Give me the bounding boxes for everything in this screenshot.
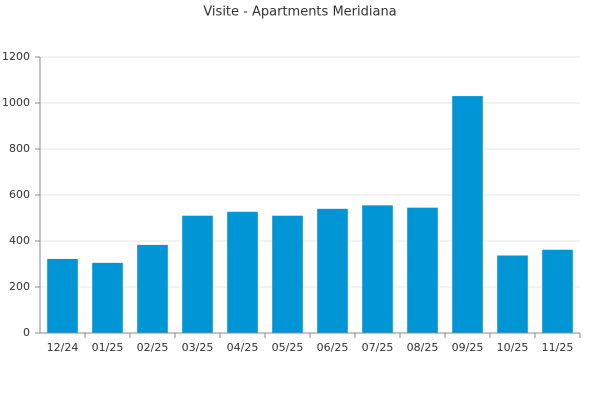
y-tick-label: 1200 [2,50,30,63]
x-tick-label: 10/25 [497,341,529,354]
bar [362,205,393,333]
y-tick-label: 600 [9,188,30,201]
x-tick-label: 08/25 [407,341,439,354]
y-tick-label: 1000 [2,96,30,109]
x-tick-label: 05/25 [272,341,304,354]
x-tick-label: 04/25 [227,341,259,354]
bar [137,244,168,333]
bar [92,262,123,333]
bar [407,207,438,333]
x-tick-label: 03/25 [182,341,214,354]
bar [182,215,213,333]
x-tick-label: 07/25 [362,341,394,354]
x-tick-label: 01/25 [92,341,124,354]
bar [542,249,573,333]
y-tick-label: 400 [9,234,30,247]
y-tick-label: 0 [23,326,30,339]
y-tick-label: 200 [9,280,30,293]
x-tick-label: 09/25 [452,341,484,354]
bar [47,258,78,333]
bar [452,96,483,333]
x-tick-label: 06/25 [317,341,349,354]
x-tick-label: 02/25 [137,341,169,354]
chart-title: Visite - Apartments Meridiana [203,5,396,20]
bar [272,215,303,333]
bar [317,208,348,333]
x-tick-label: 12/24 [47,341,79,354]
x-tick-label: 11/25 [542,341,574,354]
bar [497,255,528,333]
y-tick-label: 800 [9,142,30,155]
bar [227,211,258,333]
